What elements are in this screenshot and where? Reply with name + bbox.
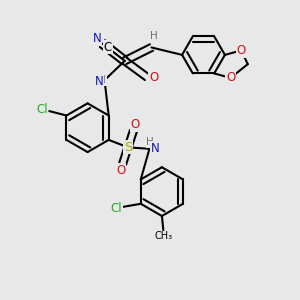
Text: N: N bbox=[93, 32, 101, 45]
Text: H: H bbox=[150, 31, 158, 41]
Text: O: O bbox=[130, 118, 140, 131]
Text: H: H bbox=[146, 137, 154, 147]
Text: O: O bbox=[226, 71, 235, 84]
Text: N: N bbox=[95, 75, 103, 88]
Text: N: N bbox=[150, 142, 159, 155]
Text: H: H bbox=[98, 75, 106, 85]
Text: O: O bbox=[116, 164, 126, 177]
Text: Cl: Cl bbox=[110, 202, 122, 215]
Text: Cl: Cl bbox=[36, 103, 48, 116]
Text: CH₃: CH₃ bbox=[154, 231, 172, 241]
Text: S: S bbox=[124, 141, 132, 154]
Text: O: O bbox=[149, 71, 158, 84]
Text: O: O bbox=[237, 44, 246, 57]
Text: C: C bbox=[104, 41, 112, 54]
